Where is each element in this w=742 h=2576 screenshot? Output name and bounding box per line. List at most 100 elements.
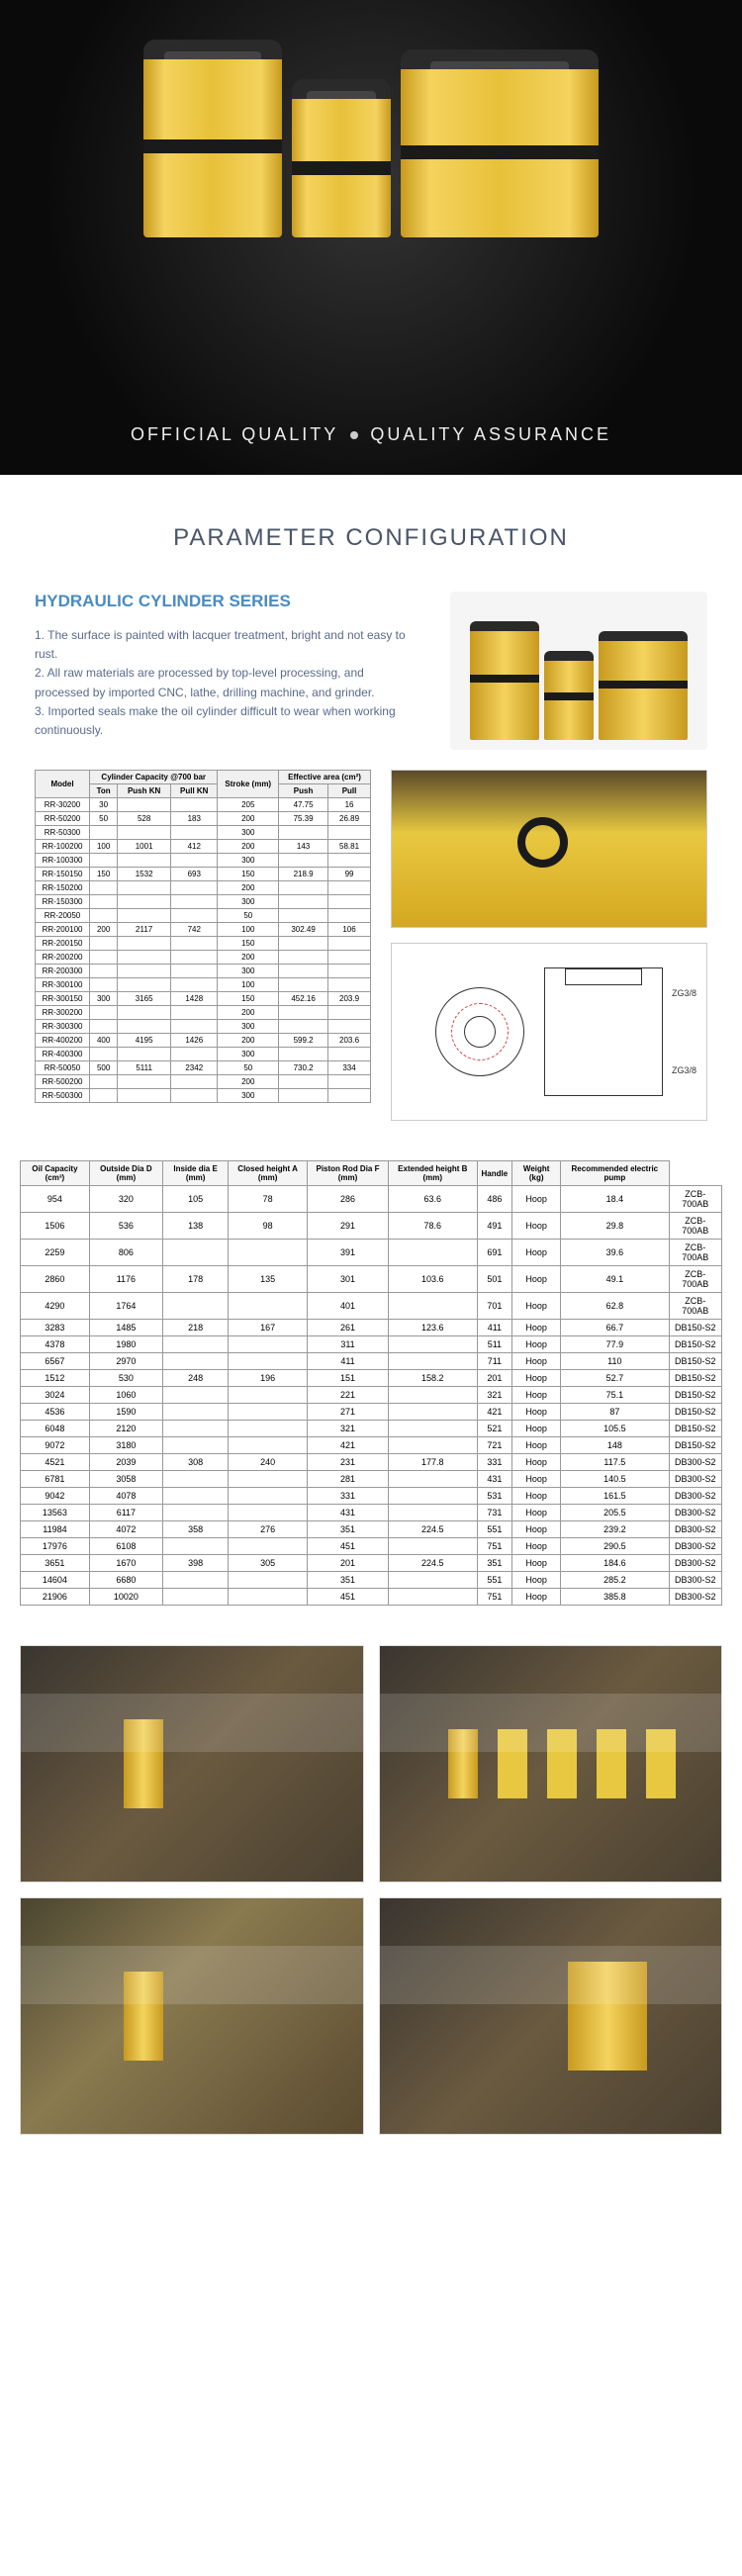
table-cell: 721 bbox=[477, 1437, 512, 1454]
table-cell: 2342 bbox=[171, 1061, 218, 1075]
table-cell: 711 bbox=[477, 1353, 512, 1370]
table-cell bbox=[229, 1538, 308, 1555]
table-cell: 551 bbox=[477, 1521, 512, 1538]
table-cell: 200 bbox=[218, 881, 279, 895]
table-cell: 300 bbox=[218, 1020, 279, 1034]
table-cell bbox=[328, 1075, 371, 1089]
table-cell bbox=[328, 1089, 371, 1103]
table-cell: 730.2 bbox=[279, 1061, 328, 1075]
table-cell bbox=[229, 1240, 308, 1266]
table-cell bbox=[162, 1572, 228, 1589]
table-cell bbox=[90, 854, 118, 868]
table-cell: 286 bbox=[307, 1186, 388, 1213]
table-cell: 311 bbox=[307, 1336, 388, 1353]
table-cell: 300 bbox=[218, 965, 279, 978]
application-photos bbox=[0, 1625, 742, 2155]
table-row: RR-302003020547.7516 bbox=[36, 798, 371, 812]
table-cell: 751 bbox=[477, 1589, 512, 1606]
table-row: 15065361389829178.6491Hoop29.8ZCB-700AB bbox=[21, 1213, 722, 1240]
table-cell: RR-300300 bbox=[36, 1020, 90, 1034]
table-cell: 2039 bbox=[89, 1454, 162, 1471]
table-cell bbox=[162, 1471, 228, 1488]
table-cell: 203.6 bbox=[328, 1034, 371, 1048]
table-cell bbox=[229, 1471, 308, 1488]
table-cell: 285.2 bbox=[561, 1572, 669, 1589]
table-cell bbox=[171, 1006, 218, 1020]
table-cell: 4521 bbox=[21, 1454, 90, 1471]
table-header: Piston Rod Dia F (mm) bbox=[307, 1161, 388, 1186]
table-cell bbox=[171, 798, 218, 812]
table-cell bbox=[90, 1020, 118, 1034]
table-row: RR-300200 200 bbox=[36, 1006, 371, 1020]
table-cell: 78.6 bbox=[389, 1213, 477, 1240]
table-cell: 9072 bbox=[21, 1437, 90, 1454]
table-cell bbox=[90, 1089, 118, 1103]
table-cell: 200 bbox=[218, 1006, 279, 1020]
table-cell: RR-150300 bbox=[36, 895, 90, 909]
table-cell bbox=[171, 1089, 218, 1103]
table-cell: 452.16 bbox=[279, 992, 328, 1006]
table-cell: 105 bbox=[162, 1186, 228, 1213]
table-cell bbox=[279, 1089, 328, 1103]
th-model: Model bbox=[36, 771, 90, 798]
table-cell: 135 bbox=[229, 1266, 308, 1293]
table-row: RR-100300300 bbox=[36, 854, 371, 868]
table-row: 90424078331531Hoop161.5DB300-S2 bbox=[21, 1488, 722, 1505]
series-text: HYDRAULIC CYLINDER SERIES 1. The surface… bbox=[35, 592, 420, 750]
table-cell: 1176 bbox=[89, 1266, 162, 1293]
table-cell: 731 bbox=[477, 1505, 512, 1521]
table-cell bbox=[162, 1353, 228, 1370]
table-cell: 224.5 bbox=[389, 1555, 477, 1572]
table-cell bbox=[90, 1006, 118, 1020]
table-row: 30241060221321Hoop75.1DB150-S2 bbox=[21, 1387, 722, 1404]
table-cell: 77.9 bbox=[561, 1336, 669, 1353]
table-cell: 200 bbox=[218, 951, 279, 965]
table-cell bbox=[162, 1336, 228, 1353]
table-cell: 751 bbox=[477, 1538, 512, 1555]
table-row: RR-300300 300 bbox=[36, 1020, 371, 1034]
table-cell: 551 bbox=[477, 1572, 512, 1589]
table-cell: 66.7 bbox=[561, 1320, 669, 1336]
application-photo-closeup bbox=[391, 770, 707, 928]
table-cell: 205 bbox=[218, 798, 279, 812]
table-cell: 50 bbox=[218, 909, 279, 923]
table-cell: 50 bbox=[90, 812, 118, 826]
table-cell: 200 bbox=[218, 812, 279, 826]
table-cell bbox=[279, 978, 328, 992]
table-row: 2190610020451751Hoop385.8DB300-S2 bbox=[21, 1589, 722, 1606]
table-cell bbox=[328, 909, 371, 923]
table-cell: 2860 bbox=[21, 1266, 90, 1293]
table-cell bbox=[279, 937, 328, 951]
table-cell: 954 bbox=[21, 1186, 90, 1213]
table-cell: Hoop bbox=[512, 1370, 561, 1387]
table-cell: 693 bbox=[171, 868, 218, 881]
table-cell: 138 bbox=[162, 1213, 228, 1240]
table-cell: DB150-S2 bbox=[669, 1320, 721, 1336]
table-cell bbox=[118, 937, 171, 951]
table-cell: Hoop bbox=[512, 1213, 561, 1240]
table-cell: 10020 bbox=[89, 1589, 162, 1606]
table-cell bbox=[279, 909, 328, 923]
table-cell: 300 bbox=[218, 1048, 279, 1061]
table-cell: 21906 bbox=[21, 1589, 90, 1606]
table-cell: 240 bbox=[229, 1454, 308, 1471]
table-cell: 29.8 bbox=[561, 1213, 669, 1240]
table-cell bbox=[118, 1089, 171, 1103]
table-cell: DB300-S2 bbox=[669, 1488, 721, 1505]
table-row: RR-200150150 bbox=[36, 937, 371, 951]
table-cell: 4290 bbox=[21, 1293, 90, 1320]
table-cell: 18.4 bbox=[561, 1186, 669, 1213]
table-header: Recommended electric pump bbox=[561, 1161, 669, 1186]
table-cell: 58.81 bbox=[328, 840, 371, 854]
table-cell: RR-300200 bbox=[36, 1006, 90, 1020]
table-cell bbox=[118, 854, 171, 868]
table-cell: 398 bbox=[162, 1555, 228, 1572]
table-row: RR-502005052818320075.3926.89 bbox=[36, 812, 371, 826]
table-cell: RR-200150 bbox=[36, 937, 90, 951]
table-cell bbox=[90, 1075, 118, 1089]
table-cell: DB300-S2 bbox=[669, 1572, 721, 1589]
table-cell: 2120 bbox=[89, 1421, 162, 1437]
table-cell: 99 bbox=[328, 868, 371, 881]
table-cell: RR-400200 bbox=[36, 1034, 90, 1048]
table-row: RR-200200200 bbox=[36, 951, 371, 965]
